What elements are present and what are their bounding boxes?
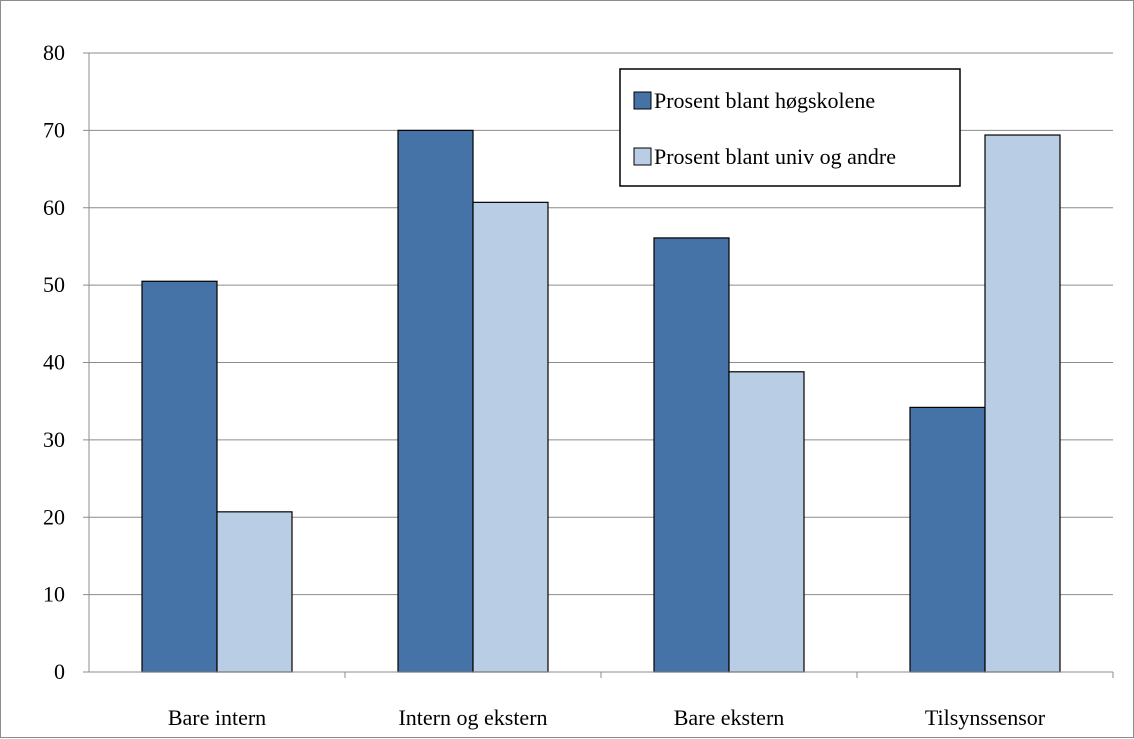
bar-hogskolene-3 (909, 406, 986, 673)
x-tick-labels: Bare intern Intern og ekstern Bare ekstern… (168, 705, 1046, 730)
y-tick-label: 50 (43, 272, 65, 297)
x-tick-label: Bare intern (168, 705, 266, 730)
legend-swatch-univ (633, 147, 652, 166)
y-tick-label: 0 (54, 659, 65, 684)
bar-univ-2 (728, 371, 805, 673)
bars (141, 129, 1061, 673)
bar-hogskolene-1 (397, 129, 474, 673)
y-tick-label: 40 (43, 350, 65, 375)
bar-hogskolene-0 (141, 280, 218, 673)
y-tick-label: 30 (43, 427, 65, 452)
y-tick-label: 10 (43, 582, 65, 607)
legend-label-univ: Prosent blant univ og andre (654, 144, 896, 169)
bar-hogskolene-2 (653, 237, 730, 673)
y-tick-label: 20 (43, 504, 65, 529)
legend: Prosent blant høgskolene Prosent blant u… (619, 68, 961, 187)
x-tick-label: Intern og ekstern (398, 705, 547, 730)
y-tick-label: 70 (43, 117, 65, 142)
y-tick-label: 80 (43, 40, 65, 65)
bar-univ-1 (472, 201, 549, 673)
y-tick-labels: 0 10 20 30 40 50 60 70 80 (43, 40, 65, 684)
y-tick-label: 60 (43, 195, 65, 220)
legend-box (619, 68, 961, 187)
bar-univ-0 (216, 511, 293, 673)
x-tick-label: Tilsynssensor (925, 705, 1046, 730)
bar-univ-3 (984, 134, 1061, 673)
legend-label-hogskolene: Prosent blant høgskolene (654, 88, 875, 113)
legend-swatch-hogskolene (633, 91, 652, 110)
x-tick-label: Bare ekstern (674, 705, 785, 730)
